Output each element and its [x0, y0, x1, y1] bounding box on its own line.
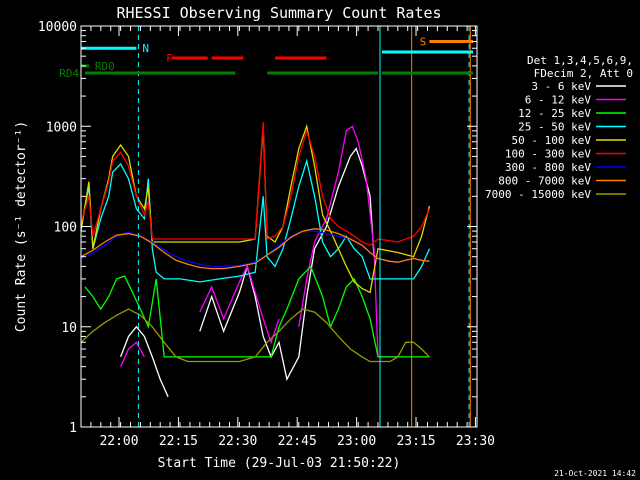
plot-frame	[80, 25, 478, 428]
x-tick-label-4: 23:00	[337, 434, 376, 449]
state-bar-label-0: N	[142, 42, 149, 55]
state-bar-label-2: S	[420, 36, 427, 49]
legend-label-6: 300 - 800 keV	[505, 161, 591, 174]
legend-label-3: 25 - 50 keV	[518, 121, 591, 134]
series-line-0-seg-1	[199, 147, 375, 382]
x-tick-label-1: 22:15	[159, 434, 198, 449]
legend-label-7: 800 - 7000 keV	[498, 175, 591, 188]
x-tick-label-2: 22:30	[218, 434, 257, 449]
x-tick-label-6: 23:30	[456, 434, 495, 449]
chart-title: RHESSI Observing Summary Count Rates	[116, 4, 441, 22]
y-tick-label-2: 100	[54, 221, 77, 236]
series-line-8-seg-0	[80, 308, 430, 363]
y-tick-label-4: 10000	[38, 20, 77, 35]
legend-label-8: 7000 - 15000 keV	[485, 188, 591, 201]
series-line-1-seg-0	[120, 341, 145, 367]
legend-label-1: 6 - 12 keV	[525, 94, 592, 107]
series-line-0-seg-0	[119, 325, 169, 398]
x-tick-label-0: 22:00	[99, 434, 138, 449]
legend-label-0: 3 - 6 keV	[531, 80, 591, 93]
series-line-5-seg-0	[80, 122, 431, 247]
series-line-2-seg-0	[84, 265, 430, 358]
footer-date: 21-Oct-2021 14:42	[554, 469, 636, 478]
x-tick-label-3: 22:45	[278, 434, 317, 449]
legend-label-2: 12 - 25 keV	[518, 107, 591, 120]
y-tick-label-3: 1000	[46, 120, 77, 135]
series-line-1-seg-1	[199, 264, 280, 345]
y-tick-label-0: 1	[69, 421, 77, 436]
x-tick-label-5: 23:15	[396, 434, 435, 449]
series-line-3-seg-0	[80, 158, 431, 283]
state-bar-label-5: RD4	[59, 67, 79, 80]
y-tick-label-1: 10	[61, 321, 77, 336]
legend-label-4: 50 - 100 keV	[512, 134, 592, 147]
legend-label-5: 100 - 300 keV	[505, 148, 591, 161]
legend-header-1: FDecim 2, Att 0	[534, 67, 633, 80]
x-axis-label: Start Time (29-Jul-03 21:50:22)	[158, 456, 401, 471]
y-axis-label: Count Rate (s⁻¹ detector⁻¹)	[14, 121, 29, 332]
state-bar-label-1: F	[166, 52, 173, 65]
state-bar-label-4: RD0	[95, 60, 115, 73]
series-line-7-seg-0	[80, 228, 430, 270]
legend-header-0: Det 1,3,4,5,6,9,	[527, 54, 633, 67]
